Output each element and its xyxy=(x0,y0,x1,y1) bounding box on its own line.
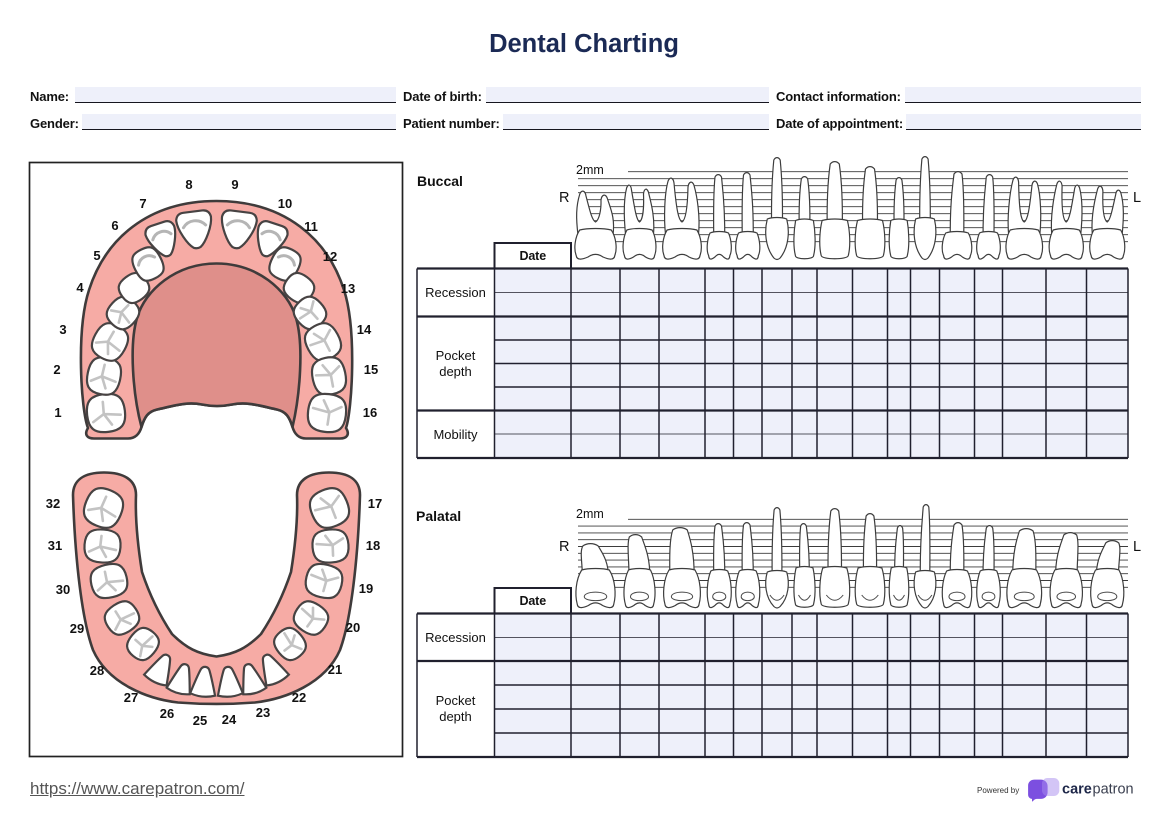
svg-text:18: 18 xyxy=(366,538,380,553)
svg-text:1: 1 xyxy=(54,405,61,420)
svg-text:25: 25 xyxy=(193,713,207,728)
svg-text:31: 31 xyxy=(48,538,62,553)
svg-text:16: 16 xyxy=(363,405,377,420)
svg-text:12: 12 xyxy=(323,249,337,264)
svg-text:8: 8 xyxy=(185,177,192,192)
svg-text:22: 22 xyxy=(292,690,306,705)
svg-text:care: care xyxy=(1062,782,1092,798)
svg-text:5: 5 xyxy=(93,248,100,263)
svg-text:2: 2 xyxy=(53,362,60,377)
svg-text:15: 15 xyxy=(364,362,378,377)
svg-text:29: 29 xyxy=(70,621,84,636)
svg-text:7: 7 xyxy=(139,196,146,211)
svg-text:17: 17 xyxy=(368,496,382,511)
svg-text:21: 21 xyxy=(328,662,342,677)
svg-text:14: 14 xyxy=(357,322,372,337)
svg-text:30: 30 xyxy=(56,582,70,597)
svg-text:3: 3 xyxy=(59,322,66,337)
svg-text:11: 11 xyxy=(304,219,318,234)
svg-text:patron: patron xyxy=(1093,782,1134,798)
svg-text:9: 9 xyxy=(231,177,238,192)
svg-text:24: 24 xyxy=(222,712,237,727)
svg-text:19: 19 xyxy=(359,581,373,596)
svg-text:10: 10 xyxy=(278,196,292,211)
svg-text:26: 26 xyxy=(160,706,174,721)
svg-text:4: 4 xyxy=(76,280,84,295)
svg-text:28: 28 xyxy=(90,663,104,678)
svg-text:6: 6 xyxy=(111,218,118,233)
svg-text:20: 20 xyxy=(346,620,360,635)
svg-text:32: 32 xyxy=(46,496,60,511)
svg-text:13: 13 xyxy=(341,281,355,296)
svg-text:27: 27 xyxy=(124,690,138,705)
svg-text:23: 23 xyxy=(256,705,270,720)
